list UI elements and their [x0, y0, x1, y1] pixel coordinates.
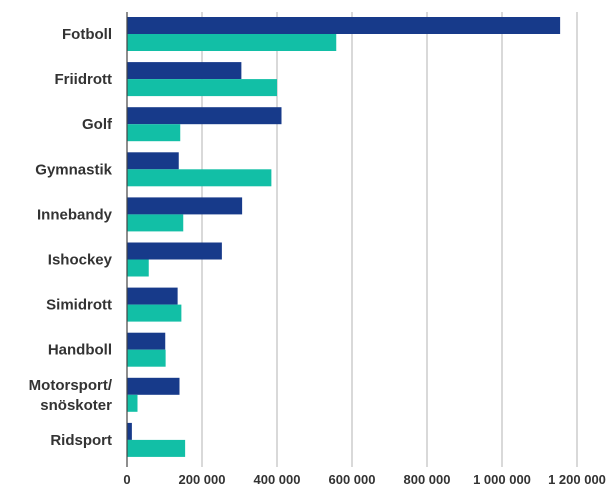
category-label: Gymnastik [35, 161, 112, 178]
x-tick-label: 200 000 [179, 472, 226, 487]
bar [127, 259, 149, 277]
category-label: Friidrott [55, 71, 113, 88]
bar [127, 422, 132, 440]
bar [127, 107, 282, 125]
category-label: Ridsport [50, 432, 112, 449]
category-label: Handboll [48, 342, 112, 359]
bars [127, 17, 561, 457]
category-label: Fotboll [62, 26, 112, 43]
category-labels: Fotboll Friidrott Golf Gymnastik Innebandy Is… [29, 26, 113, 449]
bar [127, 349, 166, 367]
bar [127, 34, 337, 51]
x-tick-label: 800 000 [404, 472, 451, 487]
category-label: Golf [82, 116, 113, 133]
bar [127, 214, 184, 232]
bar [127, 287, 178, 305]
category-label: Ishockey [48, 252, 113, 269]
bar [127, 242, 222, 260]
x-tick-label: 400 000 [254, 472, 301, 487]
bar [127, 332, 166, 350]
bar [127, 304, 182, 322]
bar [127, 152, 179, 170]
category-label: Innebandy [37, 206, 113, 223]
bar [127, 169, 272, 187]
bar [127, 62, 242, 80]
bar [127, 394, 138, 412]
bar [127, 17, 561, 34]
bar [127, 377, 180, 395]
x-tick-labels: 0 200 000 400 000 600 000 800 000 1 000 000 1 … [123, 472, 606, 487]
x-tick-label: 1 200 000 [548, 472, 606, 487]
bar [127, 124, 181, 142]
category-label: Motorsport/snöskoter [29, 377, 113, 414]
x-tick-label: 600 000 [329, 472, 376, 487]
x-tick-label: 0 [123, 472, 130, 487]
category-label: Simidrott [46, 297, 112, 314]
x-tick-label: 1 000 000 [473, 472, 531, 487]
bar [127, 439, 186, 457]
bar [127, 79, 277, 97]
bar [127, 197, 243, 215]
